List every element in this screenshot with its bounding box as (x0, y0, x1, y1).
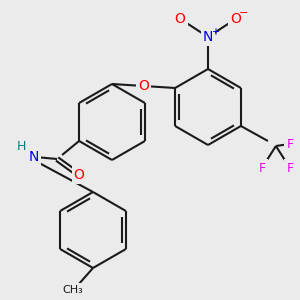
Text: −: − (239, 8, 249, 18)
Text: O: O (175, 12, 185, 26)
Text: F: F (286, 137, 293, 151)
Text: N: N (29, 150, 39, 164)
Text: O: O (231, 12, 242, 26)
Text: F: F (258, 161, 266, 175)
Text: CH₃: CH₃ (63, 285, 83, 295)
Text: H: H (16, 140, 26, 154)
Text: O: O (74, 168, 85, 182)
Text: +: + (211, 27, 219, 37)
Text: O: O (138, 79, 149, 93)
Text: F: F (286, 161, 293, 175)
Text: N: N (203, 30, 213, 44)
